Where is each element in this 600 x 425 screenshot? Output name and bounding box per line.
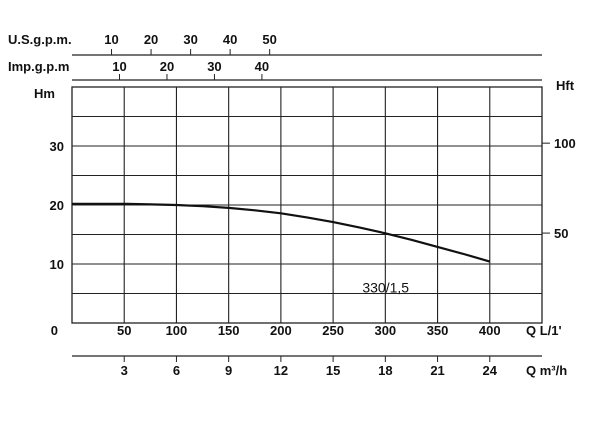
us-gpm-label: U.S.g.p.m. [8, 32, 72, 47]
m3h-tick-18: 18 [378, 363, 392, 378]
imp-gpm-tick-40: 40 [255, 59, 269, 74]
imp-gpm-tick-20: 20 [160, 59, 174, 74]
lmin-tick-100: 100 [166, 323, 188, 338]
left-tick-30: 30 [50, 139, 64, 154]
m3h-tick-24: 24 [483, 363, 498, 378]
m3h-tick-21: 21 [430, 363, 444, 378]
lmin-tick-150: 150 [218, 323, 240, 338]
lmin-tick-350: 350 [427, 323, 449, 338]
m3h-tick-15: 15 [326, 363, 340, 378]
right-tick-50: 50 [554, 226, 568, 241]
lmin-tick-200: 200 [270, 323, 292, 338]
left-axis-title: Hm [34, 86, 55, 101]
us-gpm-tick-30: 30 [183, 32, 197, 47]
us-gpm-tick-20: 20 [144, 32, 158, 47]
us-gpm-tick-10: 10 [104, 32, 118, 47]
left-tick-20: 20 [50, 198, 64, 213]
lmin-tick-250: 250 [322, 323, 344, 338]
m3h-tick-6: 6 [173, 363, 180, 378]
us-gpm-tick-40: 40 [223, 32, 237, 47]
imp-gpm-label: Imp.g.p.m [8, 59, 69, 74]
right-axis-title: Hft [556, 78, 575, 93]
imp-gpm-tick-30: 30 [207, 59, 221, 74]
left-tick-0: 0 [51, 323, 58, 338]
m3h-tick-12: 12 [274, 363, 288, 378]
lmin-tick-300: 300 [374, 323, 396, 338]
lmin-tick-50: 50 [117, 323, 131, 338]
us-gpm-tick-50: 50 [262, 32, 276, 47]
m3h-tick-3: 3 [121, 363, 128, 378]
m3h-tick-9: 9 [225, 363, 232, 378]
m3h-axis-title: Q m³/h [526, 363, 567, 378]
series-label-0: 330/1,5 [362, 279, 409, 295]
left-tick-10: 10 [50, 257, 64, 272]
right-tick-100: 100 [554, 136, 576, 151]
imp-gpm-tick-10: 10 [112, 59, 126, 74]
lmin-tick-400: 400 [479, 323, 501, 338]
lmin-axis-title: Q L/1' [526, 323, 562, 338]
